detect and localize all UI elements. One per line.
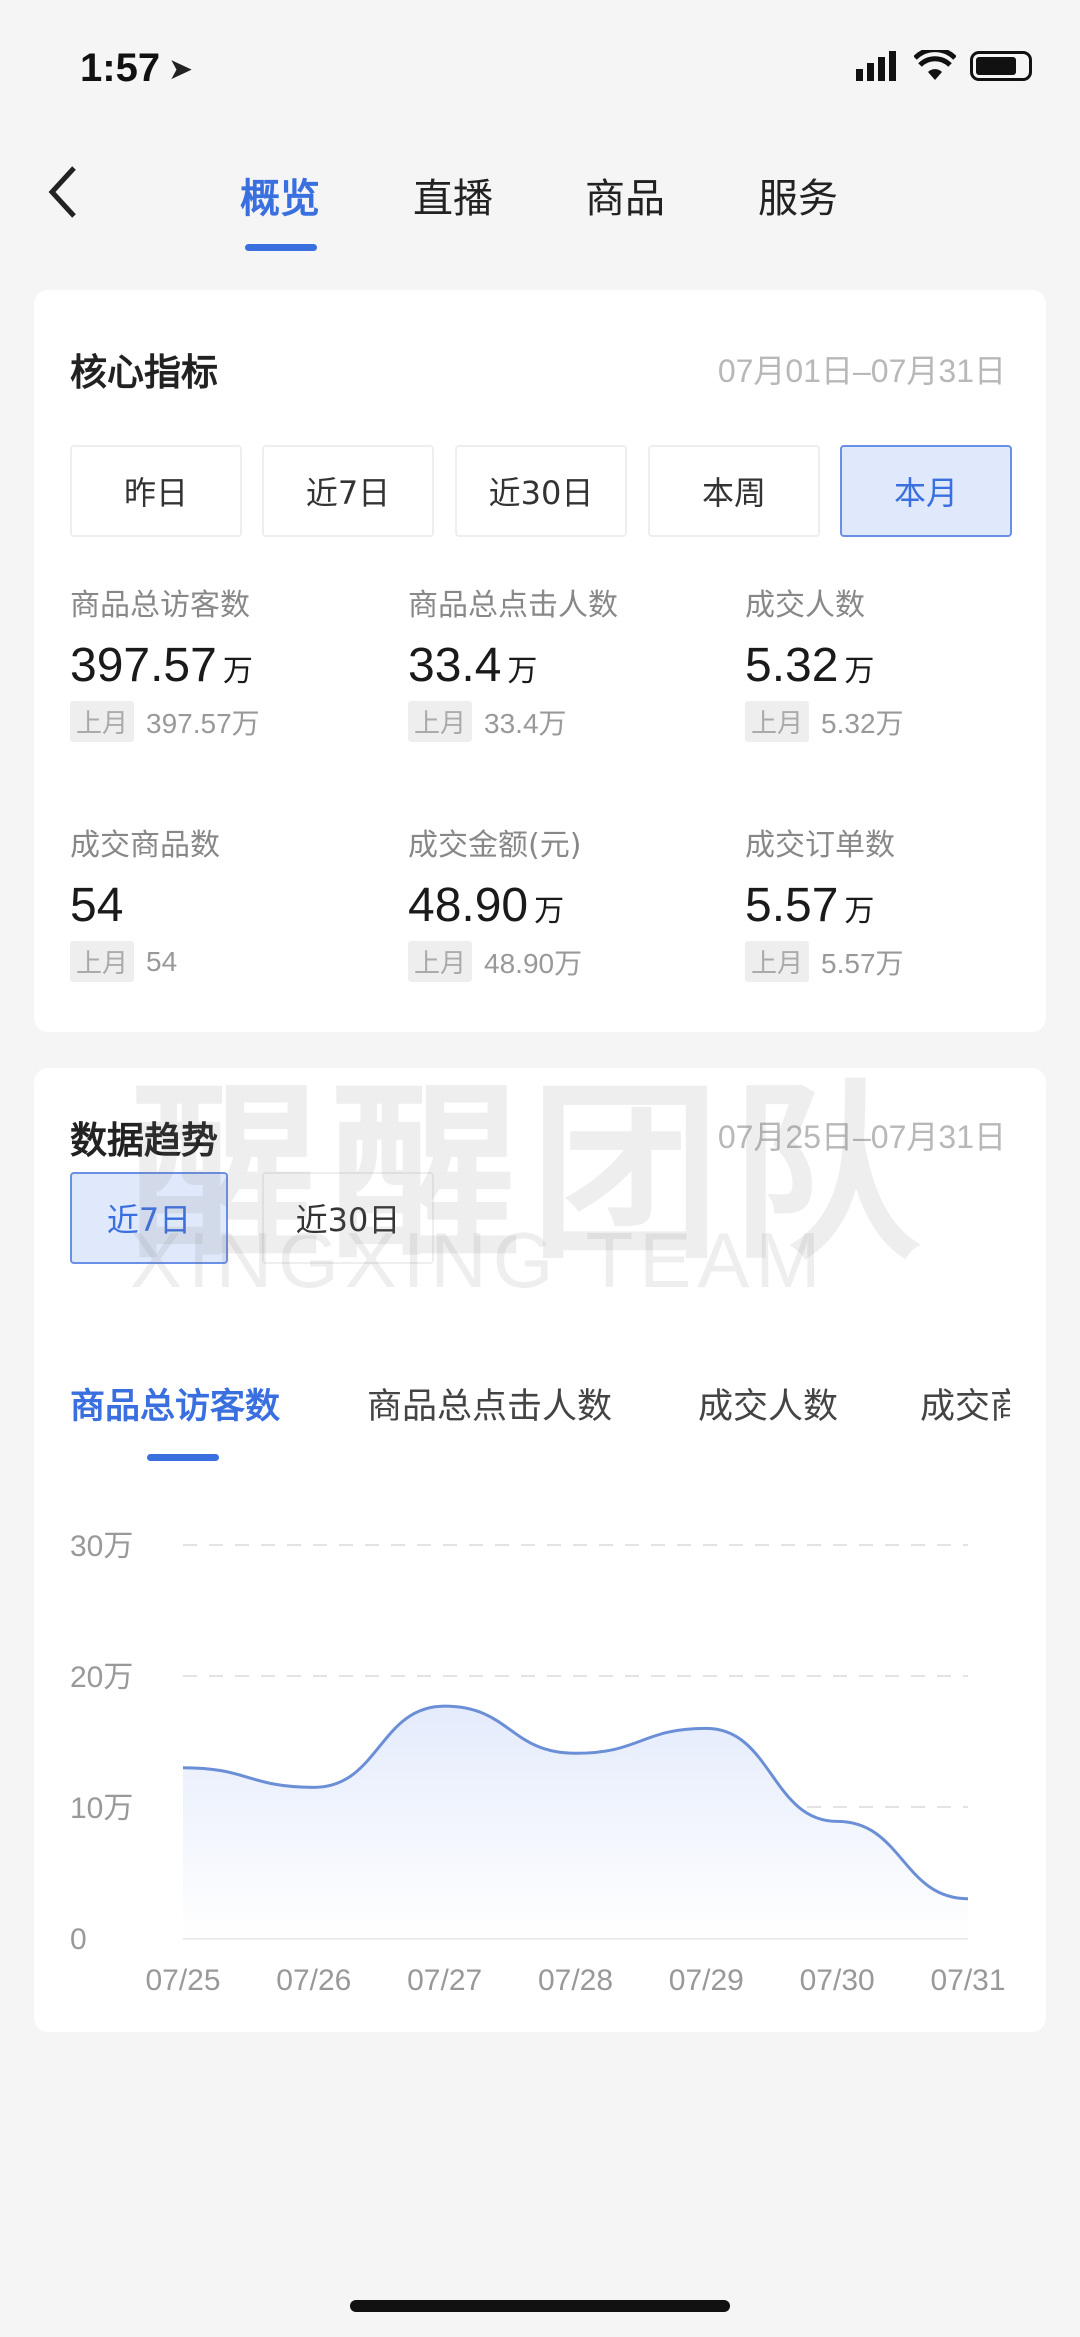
prev-value: 48.90万	[484, 947, 583, 979]
x-tick-label: 07/31	[930, 1964, 1005, 1997]
tab-live[interactable]: 直播	[413, 176, 493, 222]
period-month-button[interactable]: 本月	[840, 445, 1012, 537]
tab-services[interactable]: 服务	[758, 176, 838, 222]
y-tick-label: 20万	[70, 1661, 133, 1694]
active-tab-indicator	[245, 244, 317, 251]
x-tick-label: 07/27	[407, 1964, 482, 1997]
metric-tab-indicator	[147, 1454, 219, 1461]
metric-label: 商品总点击人数	[408, 588, 618, 623]
x-tick-label: 07/26	[276, 1964, 351, 1997]
back-chevron-icon[interactable]	[44, 164, 84, 220]
prev-value: 397.57万	[146, 707, 260, 739]
metric-tab-buyers[interactable]: 成交人数	[698, 1387, 839, 1427]
metric-value: 397.57 万	[70, 638, 260, 693]
metric-value: 33.4 万	[408, 638, 618, 693]
value: 5.32	[745, 639, 839, 692]
metric-value: 5.32 万	[745, 638, 904, 693]
metric-value: 54	[70, 878, 220, 933]
metric-buyers: 成交人数 5.32 万 上月 5.32万	[745, 580, 904, 742]
trend-title: 数据趋势	[70, 1119, 218, 1162]
metric-clicks: 商品总点击人数 33.4 万 上月 33.4万	[408, 580, 618, 742]
home-indicator[interactable]	[350, 2300, 730, 2312]
metric-tab-visitors[interactable]: 商品总访客数	[70, 1387, 281, 1427]
location-arrow-icon: ➤	[168, 52, 194, 87]
prev-tag: 上月	[408, 941, 473, 982]
metric-label: 成交订单数	[745, 828, 895, 863]
wifi-icon	[914, 50, 956, 80]
status-icons	[856, 50, 1032, 82]
value: 54	[70, 879, 124, 932]
prev-value: 5.32万	[821, 707, 904, 739]
trend-7d-button[interactable]: 近7日	[70, 1172, 228, 1264]
unit: 万	[844, 895, 875, 928]
cellular-signal-icon	[856, 51, 896, 81]
battery-icon	[970, 51, 1032, 81]
y-tick-label: 30万	[70, 1530, 133, 1563]
metric-prev: 上月 5.32万	[745, 701, 904, 742]
tab-products[interactable]: 商品	[585, 176, 665, 222]
metric-visitors: 商品总访客数 397.57 万 上月 397.57万	[70, 580, 260, 742]
unit: 万	[534, 895, 565, 928]
value: 33.4	[408, 639, 502, 692]
core-title: 核心指标	[70, 351, 218, 394]
metric-tab-items[interactable]: 成交商品数	[920, 1387, 1010, 1427]
metric-prev: 上月 48.90万	[408, 941, 582, 982]
metric-orders: 成交订单数 5.57 万 上月 5.57万	[745, 820, 904, 982]
prev-tag: 上月	[70, 941, 135, 982]
prev-value: 54	[146, 945, 178, 977]
metric-label: 成交商品数	[70, 828, 220, 863]
x-tick-label: 07/25	[145, 1964, 220, 1997]
metric-prev: 上月 33.4万	[408, 701, 618, 742]
value: 397.57	[70, 639, 217, 692]
trend-date-range: 07月25日–07月31日	[717, 1119, 1006, 1155]
x-tick-label: 07/30	[800, 1964, 875, 1997]
period-7d-button[interactable]: 近7日	[262, 445, 434, 537]
unit: 万	[844, 655, 875, 688]
period-30d-button[interactable]: 近30日	[455, 445, 627, 537]
status-time: 1:57	[80, 46, 161, 90]
prev-tag: 上月	[408, 701, 473, 742]
y-tick-label: 0	[70, 1923, 87, 1956]
metric-label: 成交金额(元)	[408, 828, 582, 863]
metric-label: 成交人数	[745, 588, 865, 623]
metric-prev: 上月 54	[70, 941, 220, 982]
metric-tab-clicks[interactable]: 商品总点击人数	[367, 1387, 613, 1427]
y-tick-label: 10万	[70, 1792, 133, 1825]
unit: 万	[507, 655, 538, 688]
core-date-range: 07月01日–07月31日	[717, 353, 1006, 389]
period-yesterday-button[interactable]: 昨日	[70, 445, 242, 537]
prev-tag: 上月	[745, 701, 810, 742]
metric-prev: 上月 5.57万	[745, 941, 904, 982]
prev-tag: 上月	[70, 701, 135, 742]
metric-tabs: 商品总访客数 商品总点击人数 成交人数 成交商品数	[70, 1370, 1010, 1440]
metric-prev: 上月 397.57万	[70, 701, 260, 742]
value: 5.57	[745, 879, 839, 932]
trend-chart: 0 10万 20万 30万 07/25 07/26 07/27 07/28 07/29 07/30…	[70, 1530, 1006, 1997]
series-line	[182, 1704, 969, 1901]
metric-value: 48.90 万	[408, 878, 582, 933]
metric-value: 5.57 万	[745, 878, 904, 933]
value: 48.90	[408, 879, 529, 932]
metric-gmv: 成交金额(元) 48.90 万 上月 48.90万	[408, 820, 582, 982]
trend-30d-button[interactable]: 近30日	[262, 1172, 434, 1264]
metric-label: 商品总访客数	[70, 588, 250, 623]
prev-value: 5.57万	[821, 947, 904, 979]
core-metrics-card: 核心指标 07月01日–07月31日 昨日 近7日 近30日 本周 本月 商品总…	[34, 290, 1046, 1032]
prev-tag: 上月	[745, 941, 810, 982]
tab-overview[interactable]: 概览	[240, 176, 320, 222]
area-fill	[183, 1706, 968, 1938]
period-week-button[interactable]: 本周	[648, 445, 820, 537]
x-tick-label: 07/29	[669, 1964, 744, 1997]
unit: 万	[222, 655, 253, 688]
x-tick-label: 07/28	[538, 1964, 613, 1997]
metric-items-sold: 成交商品数 54 上月 54	[70, 820, 220, 982]
prev-value: 33.4万	[484, 707, 567, 739]
